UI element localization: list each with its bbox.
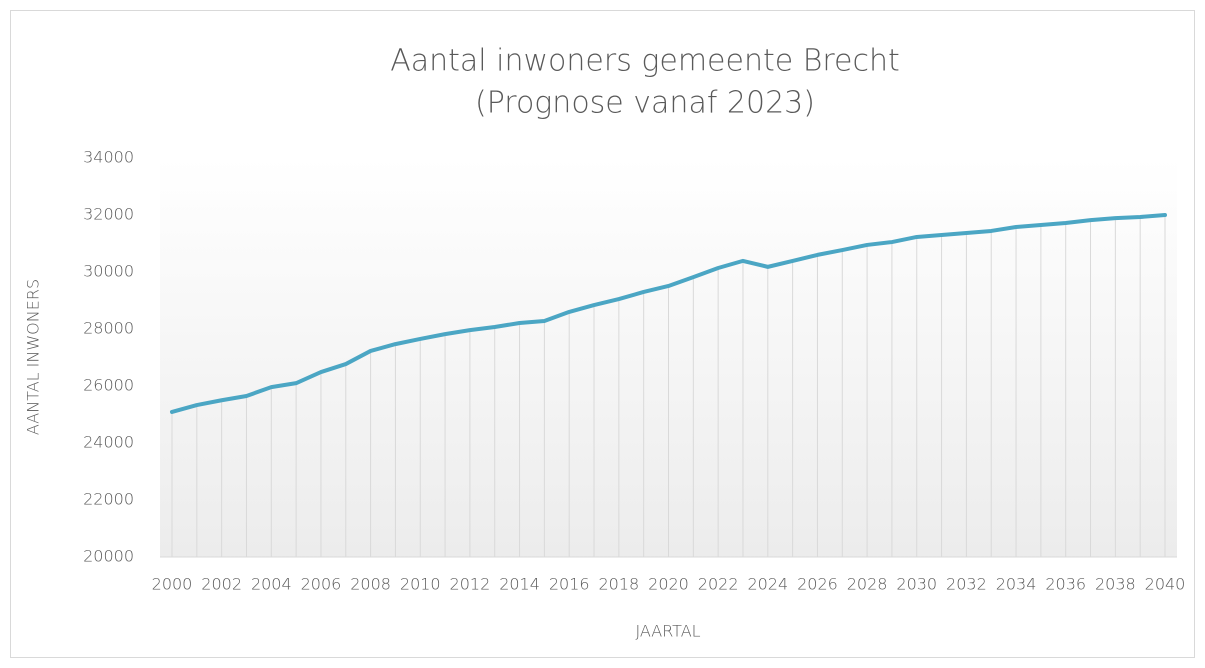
x-axis-label: JAARTAL	[635, 622, 700, 641]
y-tick-label: 30000	[83, 262, 134, 281]
x-tick-label: 2036	[1045, 575, 1086, 594]
chart-subtitle: (Prognose vanaf 2023)	[475, 86, 815, 121]
y-tick-label: 26000	[83, 376, 134, 395]
x-tick-label: 2004	[251, 575, 292, 594]
y-tick-label: 24000	[83, 433, 134, 452]
x-tick-label: 2040	[1145, 575, 1186, 594]
y-tick-label: 34000	[83, 148, 134, 167]
x-tick-label: 2030	[896, 575, 937, 594]
y-tick-label: 20000	[83, 547, 134, 566]
x-tick-label: 2006	[301, 575, 342, 594]
y-tick-label: 28000	[83, 319, 134, 338]
x-tick-label: 2016	[549, 575, 590, 594]
x-tick-label: 2014	[499, 575, 540, 594]
series-line	[170, 213, 1167, 414]
x-tick-label: 2020	[648, 575, 689, 594]
x-tick-label: 2012	[450, 575, 491, 594]
y-axis-label: AANTAL INWONERS	[24, 279, 43, 435]
x-tick-label: 2038	[1095, 575, 1136, 594]
x-tick-label: 2028	[847, 575, 888, 594]
x-tick-label: 2024	[747, 575, 788, 594]
x-tick-label: 2032	[946, 575, 987, 594]
y-tick-label: 22000	[83, 490, 134, 509]
x-tick-label: 2000	[152, 575, 193, 594]
x-tick-label: 2002	[201, 575, 242, 594]
x-tick-label: 2008	[350, 575, 391, 594]
chart-title: Aantal inwoners gemeente Brecht	[390, 44, 900, 79]
x-tick-label: 2034	[996, 575, 1037, 594]
x-tick-label: 2026	[797, 575, 838, 594]
x-tick-label: 2010	[400, 575, 441, 594]
x-tick-label: 2022	[698, 575, 739, 594]
x-tick-label: 2018	[598, 575, 639, 594]
y-tick-label: 32000	[83, 205, 134, 224]
